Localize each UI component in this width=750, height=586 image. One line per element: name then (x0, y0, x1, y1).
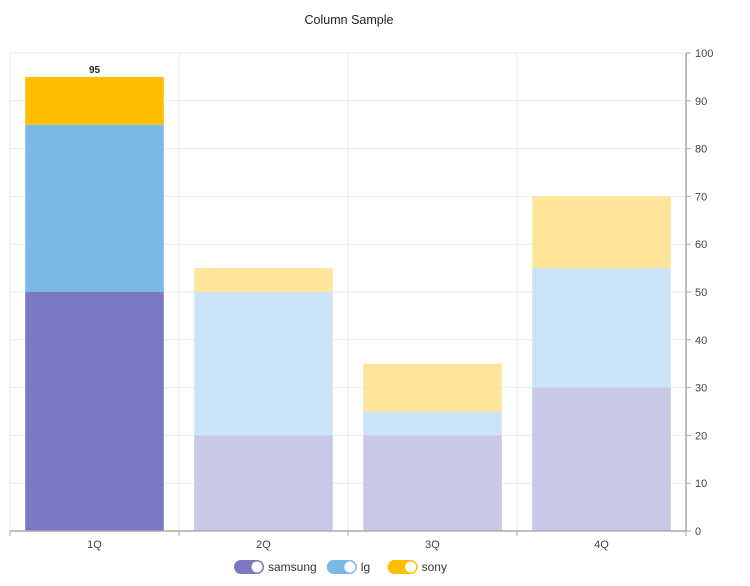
x-tick-label: 4Q (594, 539, 609, 551)
y-tick-label: 0 (695, 526, 701, 538)
bar-samsung-1Q[interactable] (25, 292, 164, 531)
y-tick-label: 30 (695, 383, 707, 395)
x-tick-label: 3Q (425, 539, 440, 551)
bar-sony-1Q[interactable] (25, 76, 164, 125)
bar-sony-2Q[interactable] (194, 268, 333, 292)
bar-lg-1Q[interactable] (25, 124, 164, 292)
bar-sony-3Q[interactable] (363, 363, 502, 412)
bar-lg-4Q[interactable] (532, 268, 671, 388)
y-tick-label: 20 (695, 430, 707, 442)
bar-sony-4Q[interactable] (532, 196, 671, 269)
axes: 0 10 20 30 40 50 60 70 80 90 100 1Q 2Q 3Q 4Q (9, 48, 713, 551)
y-tick-label: 70 (695, 191, 707, 203)
y-tick-label: 60 (695, 239, 707, 251)
legend: samsung lg sony (234, 560, 447, 574)
legend-label: samsung (268, 560, 317, 574)
legend-label: sony (422, 560, 447, 574)
plot-area (25, 76, 671, 531)
bar-lg-2Q[interactable] (194, 292, 333, 436)
legend-toggle-knob (405, 561, 417, 573)
legend-label: lg (361, 560, 370, 574)
legend-item-lg[interactable]: lg (326, 560, 370, 574)
bar-samsung-2Q[interactable] (194, 435, 333, 531)
data-label: 95 (89, 65, 101, 76)
y-tick-label: 50 (695, 287, 707, 299)
legend-item-samsung[interactable]: samsung (234, 560, 317, 574)
legend-toggle-knob (344, 561, 356, 573)
x-tick-label: 1Q (87, 539, 102, 551)
x-tick-label: 2Q (256, 539, 271, 551)
data-labels: 95 (89, 65, 101, 76)
bar-samsung-3Q[interactable] (363, 435, 502, 531)
bar-lg-3Q[interactable] (363, 411, 502, 436)
chart-title: Column Sample (305, 13, 394, 27)
y-tick-label: 40 (695, 335, 707, 347)
legend-item-sony[interactable]: sony (387, 560, 447, 574)
y-tick-label: 80 (695, 144, 707, 156)
y-tick-label: 100 (695, 48, 713, 60)
y-tick-label: 10 (695, 478, 707, 490)
legend-toggle-knob (251, 561, 263, 573)
bar-samsung-4Q[interactable] (532, 387, 671, 531)
y-tick-label: 90 (695, 96, 707, 108)
